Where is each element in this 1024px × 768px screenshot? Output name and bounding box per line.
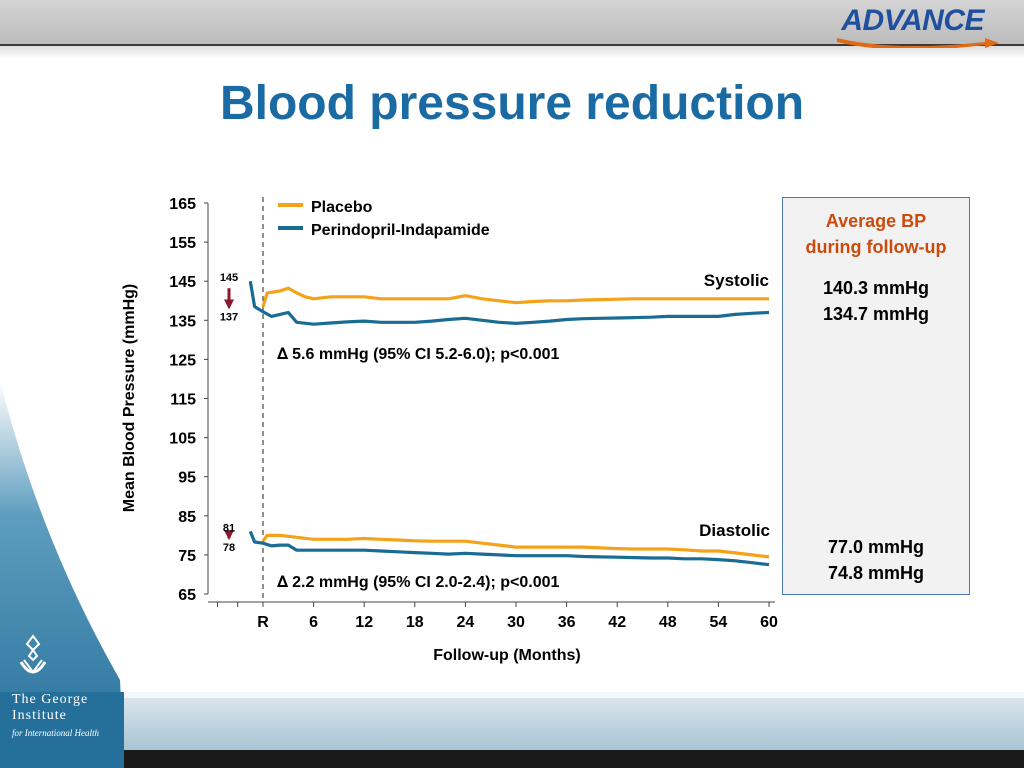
institute-line1: The George xyxy=(12,692,89,707)
baseline-arrow-head xyxy=(224,299,234,310)
diastolic-placebo-average: 77.0 mmHg xyxy=(827,537,925,557)
x-tick-label: 60 xyxy=(760,614,778,631)
institute-line2: Institute xyxy=(12,708,67,723)
y-tick-label: 125 xyxy=(169,352,196,369)
series-line-diastolic-placebo xyxy=(261,533,770,559)
legend-label-placebo: Placebo xyxy=(311,199,373,216)
systolic-delta-text: 5.6 mmHg (95% CI 5.2-6.0); p<0.001 xyxy=(292,346,559,363)
baseline-markers: 145 137 81 78 xyxy=(220,272,238,554)
y-tick-label: 135 xyxy=(169,313,196,330)
diastolic-delta-annotation: ∆ 2.2 mmHg (95% CI 2.0-2.4); p<0.001 xyxy=(277,572,559,591)
header-shadow xyxy=(0,46,1024,58)
average-bp-panel: Average BP during follow-up 140.3 mmHg 1… xyxy=(782,197,970,595)
x-axis-label: Follow-up (Months) xyxy=(433,647,581,664)
baseline-label-bottom: 78 xyxy=(223,542,235,554)
series-lines xyxy=(248,280,770,567)
y-tick-label: 95 xyxy=(178,470,196,487)
y-axis-ticks: 65 75 85 95 105 115 125 135 145 155 165 xyxy=(169,196,208,604)
average-bp-title-line2: during follow-up xyxy=(805,237,947,257)
advance-logo: ADVANCE xyxy=(837,4,1000,48)
x-tick-label: 24 xyxy=(457,614,475,631)
logo-swoosh-icon xyxy=(837,38,1000,48)
diastolic-delta-symbol: ∆ xyxy=(277,572,289,591)
systolic-active-average: 134.7 mmHg xyxy=(822,304,930,324)
y-tick-label: 165 xyxy=(169,196,196,213)
average-bp-title: Average BP during follow-up xyxy=(783,208,969,260)
y-tick-label: 145 xyxy=(169,274,196,291)
x-tick-label: 42 xyxy=(608,614,626,631)
systolic-label: Systolic xyxy=(704,271,769,290)
baseline-arrow-head xyxy=(224,530,234,541)
y-tick-label: 155 xyxy=(169,235,196,252)
footer-band xyxy=(0,692,1024,768)
diastolic-delta-text: 2.2 mmHg (95% CI 2.0-2.4); p<0.001 xyxy=(292,574,559,591)
x-tick-label: 54 xyxy=(710,614,728,631)
y-tick-label: 85 xyxy=(178,509,196,526)
baseline-label-bottom: 137 xyxy=(220,311,238,323)
y-tick-label: 115 xyxy=(170,392,196,409)
series-line-systolic-active xyxy=(248,280,770,326)
y-tick-label: 75 xyxy=(178,548,196,565)
x-tick-label: R xyxy=(257,614,269,631)
y-tick-label: 65 xyxy=(178,587,196,604)
y-axis-label: Mean Blood Pressure (mmHg) xyxy=(121,284,138,512)
x-tick-label: 6 xyxy=(309,614,318,631)
x-axis-ticks: R 6 12 18 24 30 36 42 48 54 60 xyxy=(216,602,778,631)
header-bar xyxy=(0,0,1024,46)
x-tick-label: 18 xyxy=(406,614,424,631)
legend-label-active: Perindopril-Indapamide xyxy=(311,222,490,239)
institute-line3: for International Health xyxy=(12,728,99,738)
page-title: Blood pressure reduction xyxy=(219,77,805,130)
diastolic-active-average: 74.8 mmHg xyxy=(827,563,925,583)
systolic-delta-symbol: ∆ xyxy=(277,344,289,363)
logo-text: ADVANCE xyxy=(841,4,984,37)
series-line-systolic-placebo xyxy=(261,286,769,308)
average-bp-title-line1: Average BP xyxy=(825,211,927,231)
systolic-delta-annotation: ∆ 5.6 mmHg (95% CI 5.2-6.0); p<0.001 xyxy=(277,344,559,363)
baseline-label-top: 145 xyxy=(220,272,238,284)
y-tick-label: 105 xyxy=(169,431,196,448)
diastolic-label: Diastolic xyxy=(699,521,770,540)
x-tick-label: 36 xyxy=(558,614,576,631)
x-tick-label: 12 xyxy=(355,614,373,631)
systolic-placebo-average: 140.3 mmHg xyxy=(822,278,930,298)
x-tick-label: 48 xyxy=(659,614,677,631)
series-line-diastolic-active xyxy=(248,530,770,567)
institute-emblem-icon xyxy=(19,634,47,674)
baseline-label-top: 81 xyxy=(223,522,235,534)
x-tick-label: 30 xyxy=(507,614,525,631)
institute-logo-text: The George Institute for International H… xyxy=(12,692,122,738)
